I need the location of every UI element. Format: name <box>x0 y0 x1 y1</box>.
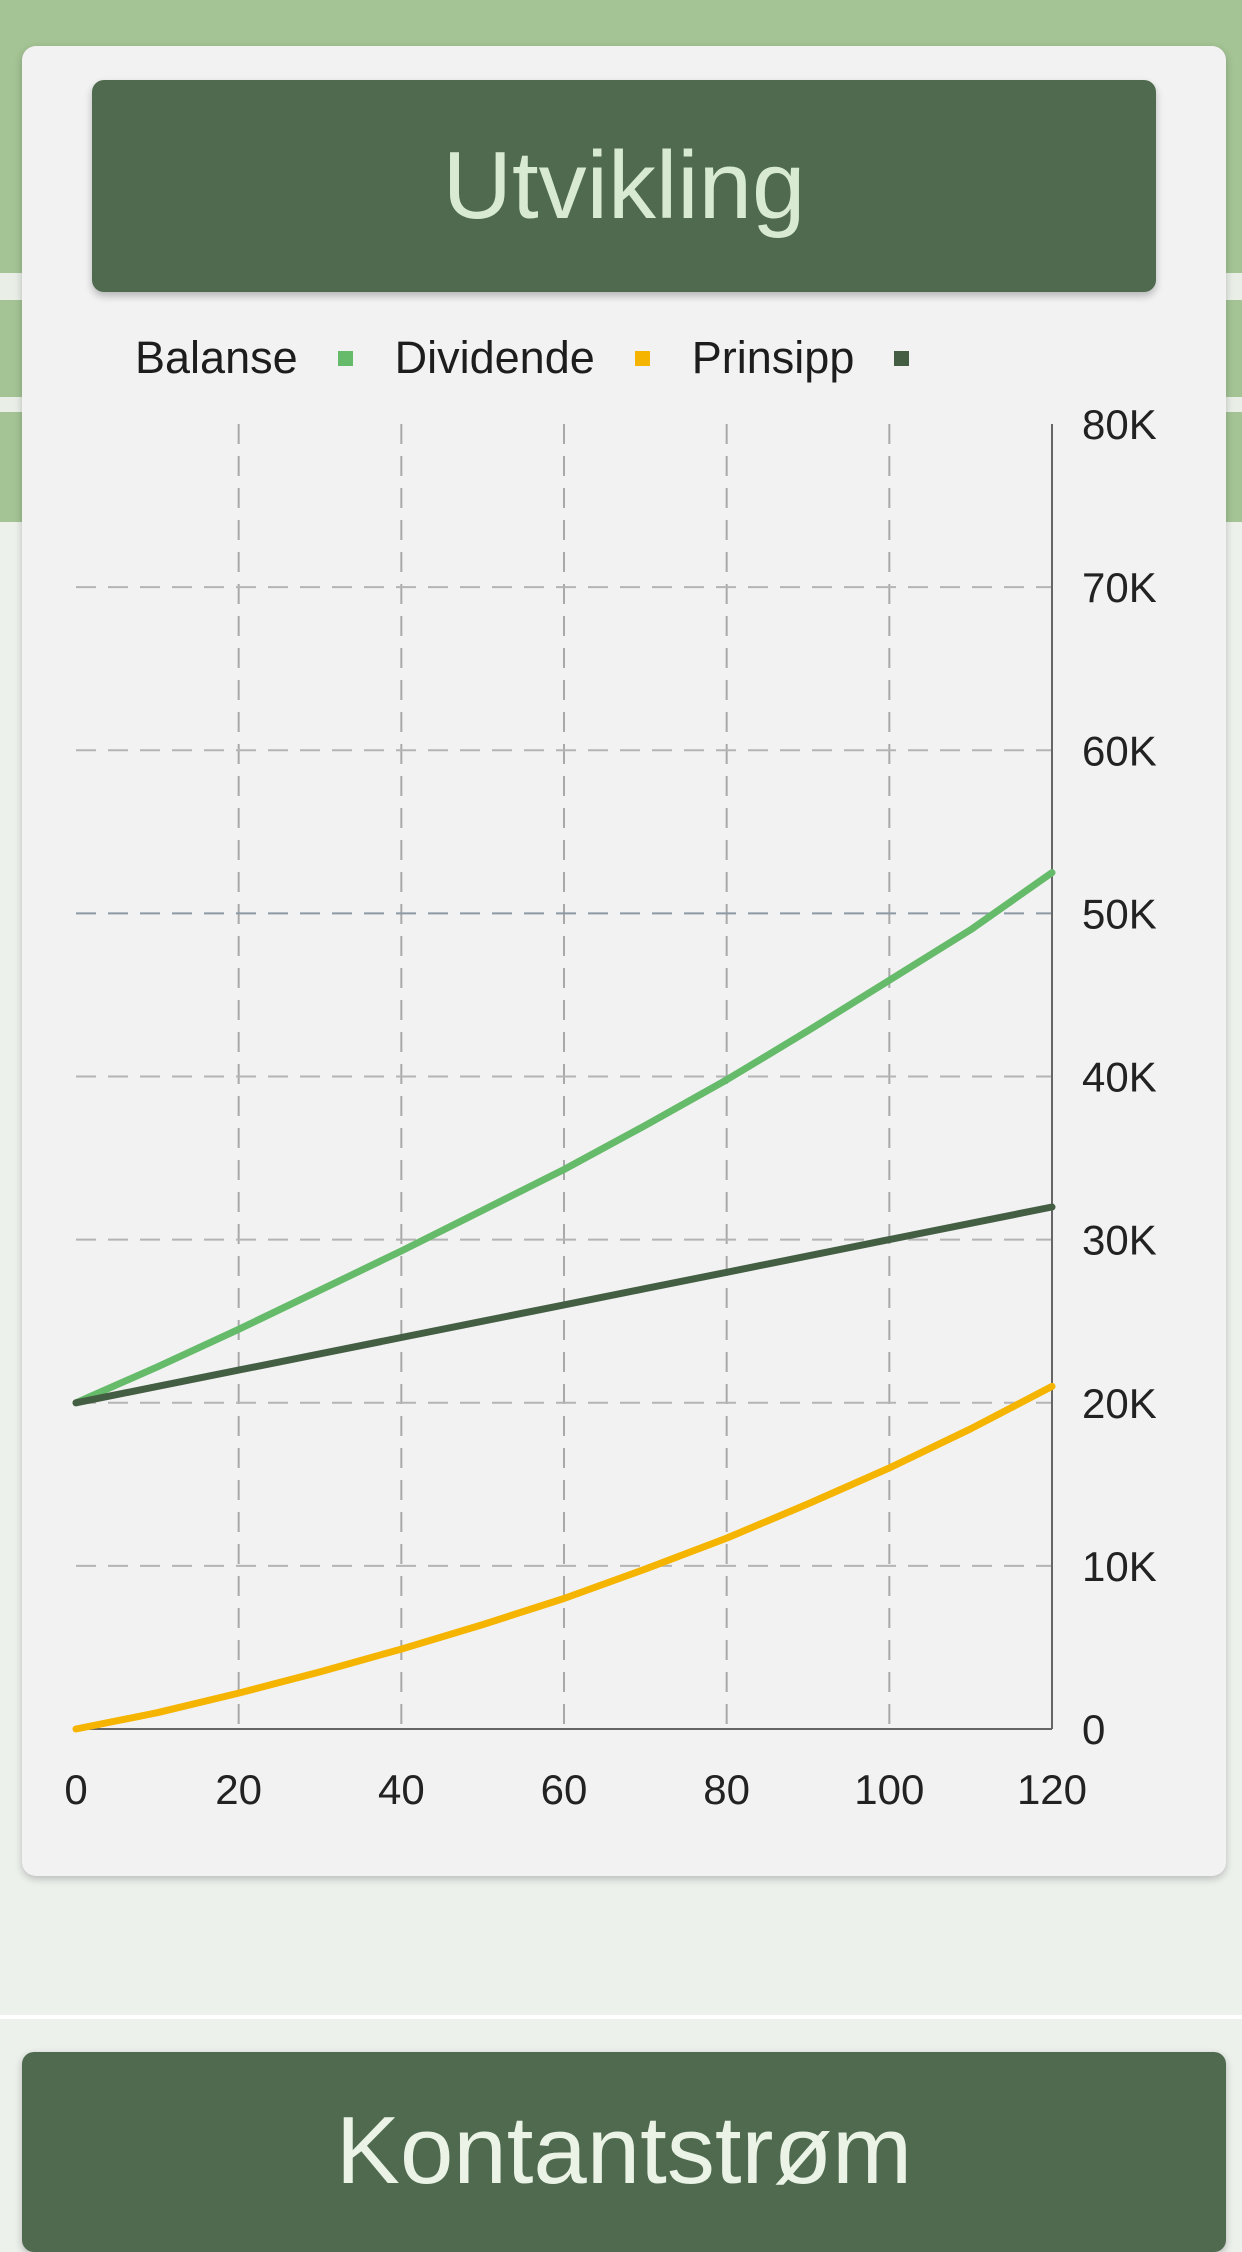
y-tick-label: 40K <box>1082 1054 1157 1101</box>
chart-card <box>22 46 1226 1876</box>
page-title: Utvikling <box>442 132 806 239</box>
section-divider <box>0 2015 1242 2019</box>
legend-label: Balanse <box>135 332 298 383</box>
x-tick-label: 120 <box>1017 1766 1087 1813</box>
y-tick-label: 0 <box>1082 1706 1105 1753</box>
y-tick-label: 30K <box>1082 1217 1157 1264</box>
x-tick-label: 20 <box>215 1766 262 1813</box>
series-line-balanse <box>72 869 1056 1407</box>
line-chart: 0 10K 20K 30K 40K 50K 60K 70K 80K 0 20 40 60 80 100 120 <box>64 401 1157 1813</box>
legend-label: Dividende <box>394 332 595 383</box>
legend-item-balanse[interactable]: Balanse <box>135 332 353 384</box>
series-line-dividende <box>72 1382 1056 1733</box>
section-title: Kontantstrøm <box>335 2097 913 2204</box>
y-tick-label: 60K <box>1082 727 1157 774</box>
legend-swatch <box>634 350 650 366</box>
section-title-bar: Utvikling <box>92 80 1156 292</box>
series-line-prinsipp <box>72 1203 1056 1407</box>
legend-swatch <box>894 350 910 366</box>
y-tick-label: 50K <box>1082 890 1157 937</box>
x-tick-label: 80 <box>703 1766 750 1813</box>
x-tick-label: 0 <box>64 1766 87 1813</box>
y-tick-label: 20K <box>1082 1380 1157 1427</box>
section-title-bar-kontantstrom: Kontantstrøm <box>22 2052 1226 2252</box>
legend-item-prinsipp[interactable]: Prinsipp <box>692 332 910 384</box>
y-tick-label: 80K <box>1082 401 1157 448</box>
legend-label: Prinsipp <box>691 332 855 383</box>
legend-swatch <box>337 350 353 366</box>
x-tick-label: 60 <box>541 1766 588 1813</box>
chart-legend: Balanse Dividende Prinsipp <box>135 326 951 390</box>
legend-item-dividende[interactable]: Dividende <box>395 332 650 384</box>
x-tick-label: 40 <box>378 1766 425 1813</box>
y-tick-label: 10K <box>1082 1543 1157 1590</box>
y-tick-label: 70K <box>1082 564 1157 611</box>
x-tick-label: 100 <box>854 1766 924 1813</box>
